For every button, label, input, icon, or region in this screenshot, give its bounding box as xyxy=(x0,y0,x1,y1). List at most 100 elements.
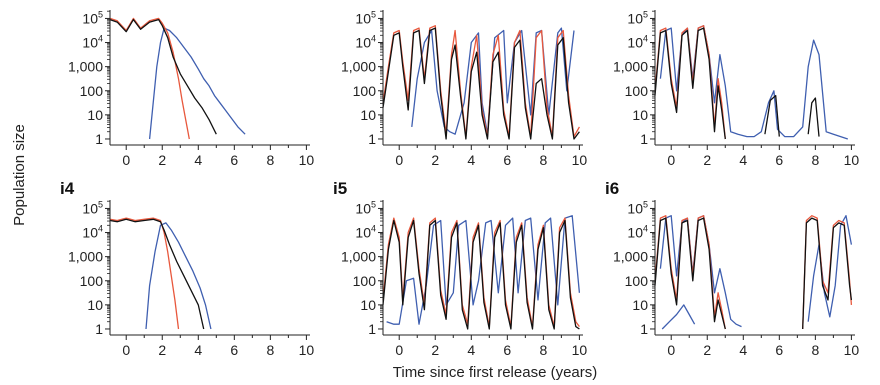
x-tick-label: 10 xyxy=(299,342,315,358)
y-tick-exponent: 5 xyxy=(98,199,103,209)
series-blue xyxy=(148,27,246,140)
panel-label: i5 xyxy=(333,179,347,198)
y-tick-label: 104 xyxy=(355,34,376,51)
y-tick-label: 10 xyxy=(87,107,103,123)
y-tick-label: 1,000 xyxy=(341,249,376,265)
series-black xyxy=(382,219,580,330)
x-tick-label: 10 xyxy=(572,152,588,168)
y-tick-label: 10 xyxy=(632,107,648,123)
x-axis-title: Time since first release (years) xyxy=(393,364,598,381)
series-black xyxy=(802,217,853,330)
x-tick-label: 6 xyxy=(503,342,511,358)
x-tick-label: 6 xyxy=(230,152,238,168)
y-tick-exponent: 4 xyxy=(371,34,376,44)
x-tick-label: 4 xyxy=(194,342,202,358)
series-blue xyxy=(386,215,581,325)
y-tick-label: 104 xyxy=(82,224,103,241)
series-black xyxy=(109,218,205,330)
series-black xyxy=(382,27,580,140)
y-tick-exponent: 5 xyxy=(643,9,648,19)
y-tick-label: 1 xyxy=(640,131,648,147)
series-red xyxy=(382,25,580,138)
x-tick-label: 4 xyxy=(194,152,202,168)
x-tick-label: 0 xyxy=(122,152,130,168)
y-axis-title: Population size xyxy=(11,124,28,226)
y-tick-label: 105 xyxy=(627,199,648,216)
y-tick-label: 1 xyxy=(95,321,103,337)
panel-3: 0 2 4 6 8 10 1 10 100 1,000 104 105 xyxy=(613,9,859,168)
y-tick-exponent: 5 xyxy=(371,199,376,209)
series-black xyxy=(654,27,726,140)
x-tick-label: 4 xyxy=(739,152,747,168)
y-tick-label: 105 xyxy=(355,199,376,216)
series-black xyxy=(764,94,780,137)
series-red xyxy=(109,17,190,140)
y-tick-exponent: 5 xyxy=(643,199,648,209)
y-tick-label: 1,000 xyxy=(613,59,648,75)
y-tick-exponent: 4 xyxy=(371,224,376,234)
x-tick-label: 4 xyxy=(467,342,475,358)
x-tick-label: 6 xyxy=(775,152,783,168)
panel-label: i6 xyxy=(605,179,619,198)
x-tick-label: 2 xyxy=(431,342,439,358)
y-tick-label: 105 xyxy=(627,9,648,26)
y-tick-exponent: 5 xyxy=(98,9,103,19)
x-tick-label: 0 xyxy=(667,152,675,168)
y-tick-label: 1 xyxy=(368,321,376,337)
y-tick-label: 10 xyxy=(87,297,103,313)
y-tick-label: 1,000 xyxy=(341,59,376,75)
y-tick-label: 104 xyxy=(355,224,376,241)
series-red xyxy=(802,215,853,330)
x-tick-label: 8 xyxy=(811,152,819,168)
x-tick-label: 10 xyxy=(844,342,860,358)
y-tick-label: 100 xyxy=(353,83,377,99)
y-tick-exponent: 4 xyxy=(98,224,103,234)
y-tick-label: 100 xyxy=(353,273,377,289)
y-tick-label: 10 xyxy=(632,297,648,313)
y-tick-label: 100 xyxy=(625,273,649,289)
x-tick-label: 6 xyxy=(775,342,783,358)
x-tick-label: 4 xyxy=(467,152,475,168)
y-tick-exponent: 4 xyxy=(98,34,103,44)
y-tick-label: 1 xyxy=(640,321,648,337)
x-tick-label: 6 xyxy=(230,342,238,358)
y-tick-label: 10 xyxy=(360,297,376,313)
panel-2: 0 2 4 6 8 10 1 10 100 1,000 104 105 xyxy=(341,9,587,168)
series-blue xyxy=(145,222,212,330)
x-tick-label: 2 xyxy=(431,152,439,168)
series-red xyxy=(109,217,180,330)
panel-label: i4 xyxy=(60,179,75,198)
x-tick-label: 2 xyxy=(703,152,711,168)
y-tick-label: 1,000 xyxy=(68,59,103,75)
series-blue xyxy=(659,215,742,328)
y-tick-label: 104 xyxy=(627,34,648,51)
x-tick-label: 8 xyxy=(539,342,547,358)
series-black xyxy=(109,18,217,135)
y-tick-label: 1,000 xyxy=(68,249,103,265)
x-tick-label: 6 xyxy=(503,152,511,168)
y-tick-label: 10 xyxy=(360,107,376,123)
panel-6: i6 0 2 4 6 8 10 1 10 100 1,000 104 105 xyxy=(605,179,859,358)
x-tick-label: 2 xyxy=(158,342,166,358)
series-red xyxy=(654,215,726,330)
y-tick-label: 100 xyxy=(80,83,104,99)
y-tick-exponent: 4 xyxy=(643,34,648,44)
series-black xyxy=(654,217,726,330)
y-tick-label: 100 xyxy=(625,83,649,99)
x-tick-label: 10 xyxy=(299,152,315,168)
series-blue xyxy=(807,215,853,322)
y-tick-label: 1 xyxy=(368,131,376,147)
x-tick-label: 2 xyxy=(158,152,166,168)
x-tick-label: 0 xyxy=(395,342,403,358)
x-tick-label: 0 xyxy=(395,152,403,168)
y-tick-label: 104 xyxy=(82,34,103,51)
x-tick-label: 10 xyxy=(572,342,588,358)
x-tick-label: 0 xyxy=(667,342,675,358)
y-tick-label: 1,000 xyxy=(613,249,648,265)
x-tick-label: 2 xyxy=(703,342,711,358)
x-tick-label: 0 xyxy=(122,342,130,358)
x-tick-label: 8 xyxy=(266,152,274,168)
x-tick-label: 8 xyxy=(266,342,274,358)
